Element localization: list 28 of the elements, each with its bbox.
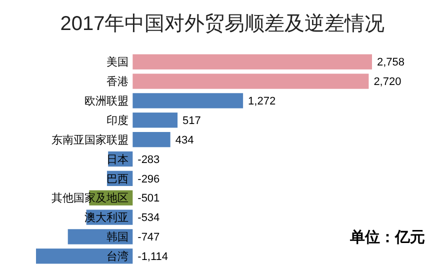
- data-label: -534: [138, 212, 160, 224]
- y-tick-label: 韩国: [106, 230, 129, 244]
- bar: [132, 132, 170, 148]
- y-tick-label: 东南亚国家联盟: [52, 133, 129, 146]
- y-tick-label: 巴西: [106, 173, 129, 186]
- data-label: -501: [138, 192, 160, 205]
- y-tick-label: 香港: [106, 75, 129, 88]
- chart-title: 2017年中国对外贸易顺差及逆差情况: [60, 13, 385, 35]
- bar: [132, 112, 178, 128]
- data-label: 2,720: [374, 76, 402, 88]
- y-tick-label: 台湾: [106, 250, 129, 263]
- y-tick-label: 日本: [106, 152, 129, 166]
- data-label: 2,758: [377, 56, 405, 69]
- bar: [132, 54, 372, 70]
- data-label: 517: [182, 114, 201, 127]
- data-label: -283: [138, 154, 160, 166]
- bar: [132, 93, 244, 108]
- bar: [36, 248, 133, 264]
- data-label: -296: [138, 173, 160, 186]
- y-tick-label: 欧洲联盟: [84, 94, 129, 108]
- annotation: 单位：亿元: [349, 229, 425, 246]
- data-label: 434: [175, 134, 194, 146]
- data-label: 1,272: [248, 96, 276, 108]
- y-tick-label: 印度: [106, 114, 129, 127]
- data-label: -747: [138, 232, 160, 244]
- bar: [132, 74, 369, 89]
- y-tick-label: 美国: [106, 56, 129, 69]
- data-label: -1,114: [138, 251, 168, 263]
